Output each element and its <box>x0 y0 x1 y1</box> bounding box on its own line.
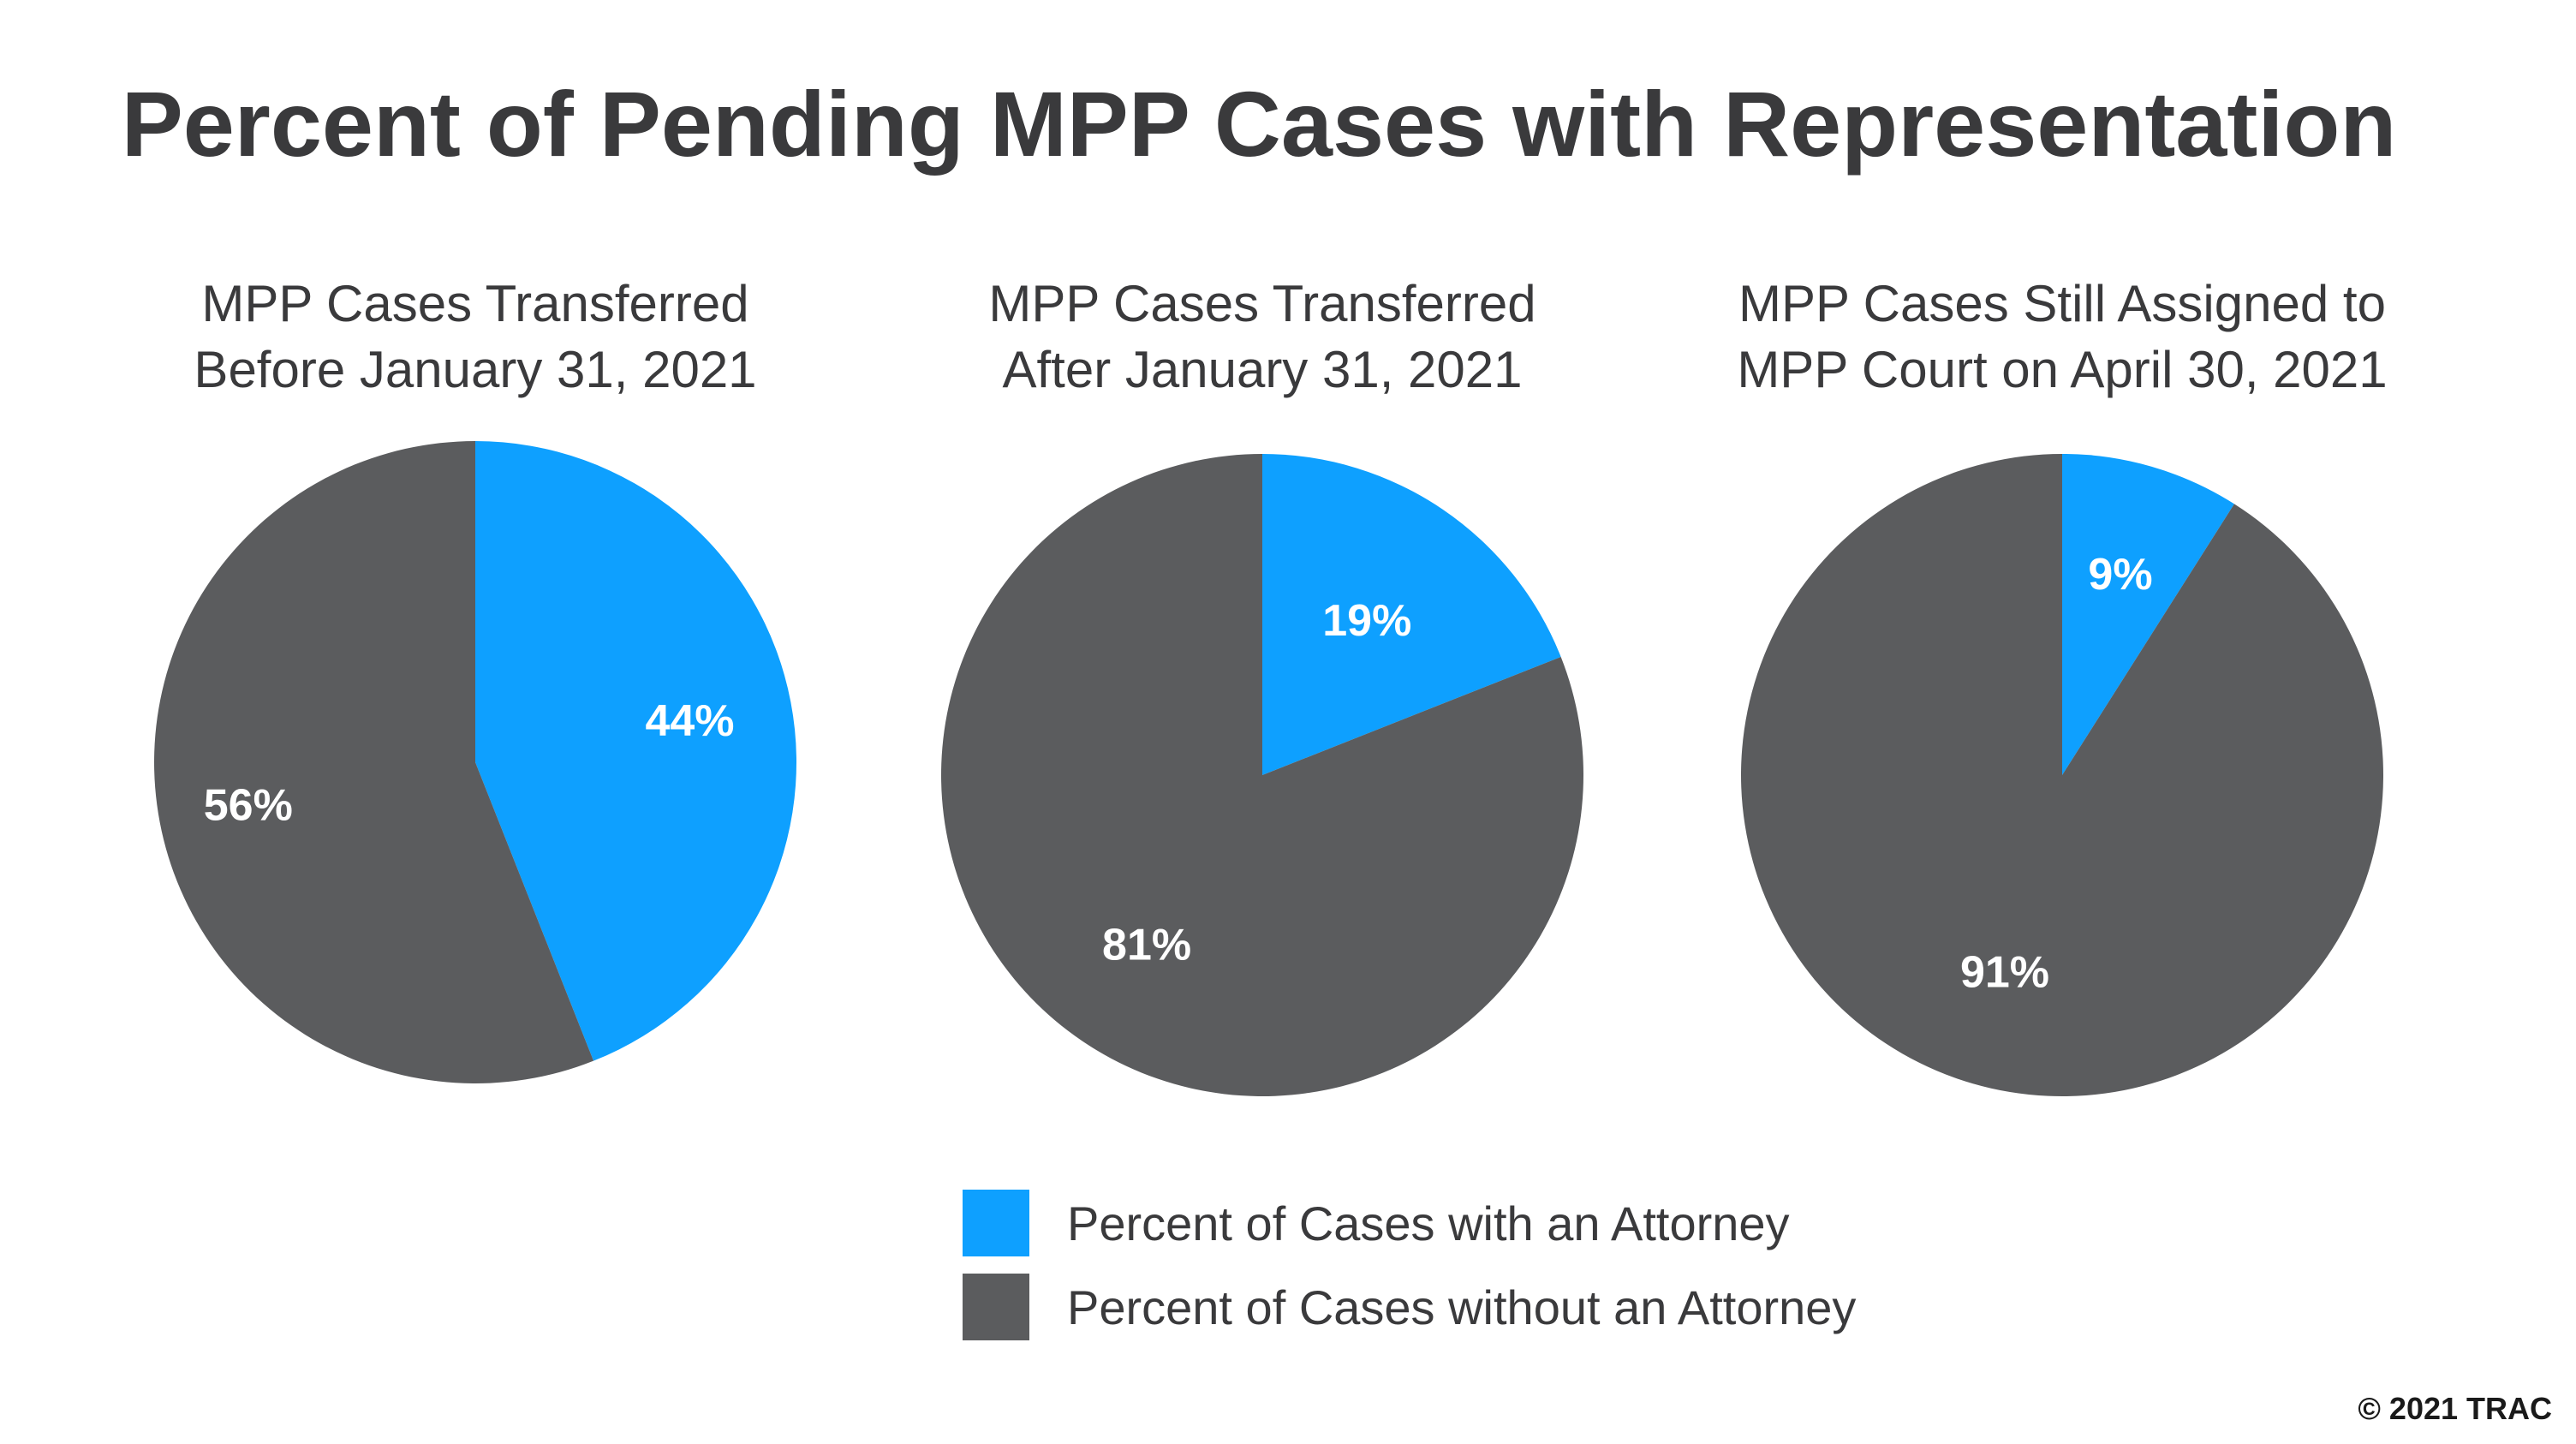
pie-2-slice-without-attorney <box>941 453 1584 1096</box>
legend: Percent of Cases with an Attorney Percen… <box>963 1190 1856 1340</box>
pie-2-slice-with-attorney <box>1262 454 1561 775</box>
chart-title: Percent of Pending MPP Cases with Repres… <box>122 72 2397 176</box>
pie-2-label-without-attorney: 81% <box>1102 921 1191 970</box>
pie-1-slice-with-attorney <box>475 441 797 1061</box>
pie-1-title-line-2: Before January 31, 2021 <box>194 341 756 398</box>
pie-1-slices <box>154 441 797 1083</box>
pie-1-slice-without-attorney <box>154 441 594 1083</box>
pie-1-label-with-attorney: 44% <box>645 696 734 746</box>
pie-3-slice-without-attorney <box>1741 454 2384 1096</box>
pie-1-labels: 44% 56% <box>204 696 735 830</box>
pie-3-label-without-attorney: 91% <box>1960 948 2049 998</box>
legend-label-without-attorney: Percent of Cases without an Attorney <box>1067 1280 1856 1334</box>
pie-2-label-with-attorney: 19% <box>1322 596 1411 646</box>
pie-2-slices <box>941 453 1584 1096</box>
pie-3-slice-with-attorney <box>2062 454 2234 775</box>
pie-3-title-line-1: MPP Cases Still Assigned to <box>1738 275 2386 332</box>
pie-2-title-line-1: MPP Cases Transferred <box>988 275 1535 332</box>
pie-chart-1: MPP Cases Transferred Before January 31,… <box>154 275 797 1083</box>
legend-label-with-attorney: Percent of Cases with an Attorney <box>1067 1196 1790 1250</box>
pie-3-label-with-attorney: 9% <box>2088 550 2152 600</box>
pie-2-labels: 19% 81% <box>1102 596 1411 970</box>
pie-3-title-line-2: MPP Court on April 30, 2021 <box>1737 341 2387 398</box>
pie-3-labels: 9% 91% <box>1960 550 2153 998</box>
copyright-notice: © 2021 TRAC <box>2358 1391 2552 1426</box>
pie-3-slices <box>1741 454 2384 1096</box>
pie-chart-2: MPP Cases Transferred After January 31, … <box>941 275 1584 1096</box>
legend-swatch-with-attorney <box>963 1190 1029 1256</box>
pie-1-label-without-attorney: 56% <box>204 781 293 831</box>
pie-2-title-line-2: After January 31, 2021 <box>1002 341 1522 398</box>
legend-swatch-without-attorney <box>963 1274 1029 1340</box>
pie-chart-3: MPP Cases Still Assigned to MPP Court on… <box>1737 275 2388 1096</box>
pie-1-title-line-1: MPP Cases Transferred <box>201 275 748 332</box>
